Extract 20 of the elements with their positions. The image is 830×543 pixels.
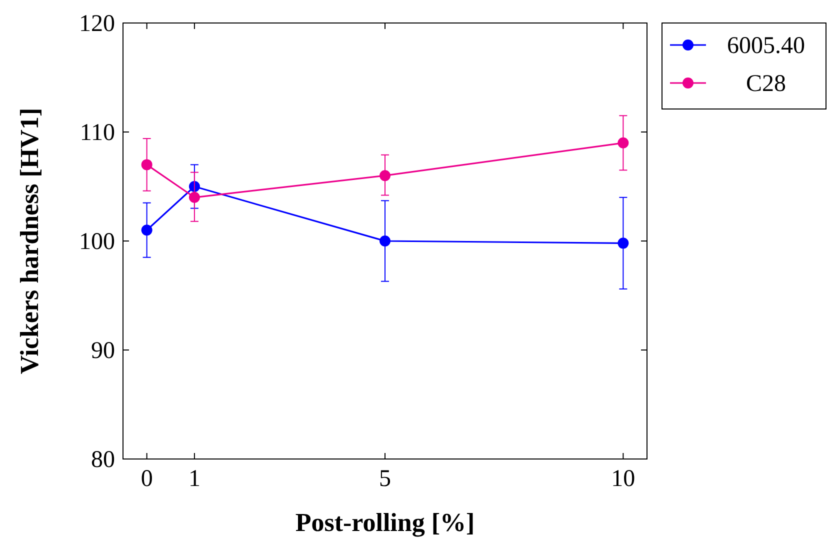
x-axis-title: Post-rolling [%] (295, 508, 475, 537)
y-tick-label: 100 (79, 229, 115, 255)
point (188, 192, 200, 203)
y-tick-label: 80 (91, 447, 115, 473)
point (618, 238, 629, 249)
point (380, 236, 390, 246)
x-tick-label: 1 (188, 466, 200, 492)
y-axis-title: Vickers hardness [HV1] (15, 108, 44, 374)
point (141, 224, 152, 236)
point (380, 170, 390, 182)
x-tick-label: 10 (611, 466, 636, 492)
x-tick-label: 0 (140, 466, 153, 492)
y-tick-label: 110 (80, 120, 115, 146)
legend-label: C28 (746, 71, 786, 97)
x-tick-label: 5 (379, 466, 391, 492)
y-tick-label: 90 (91, 338, 115, 364)
y-tick-label: 120 (79, 11, 115, 37)
point (141, 159, 152, 170)
legend-label: 6005.40 (727, 33, 805, 59)
point (618, 137, 629, 148)
